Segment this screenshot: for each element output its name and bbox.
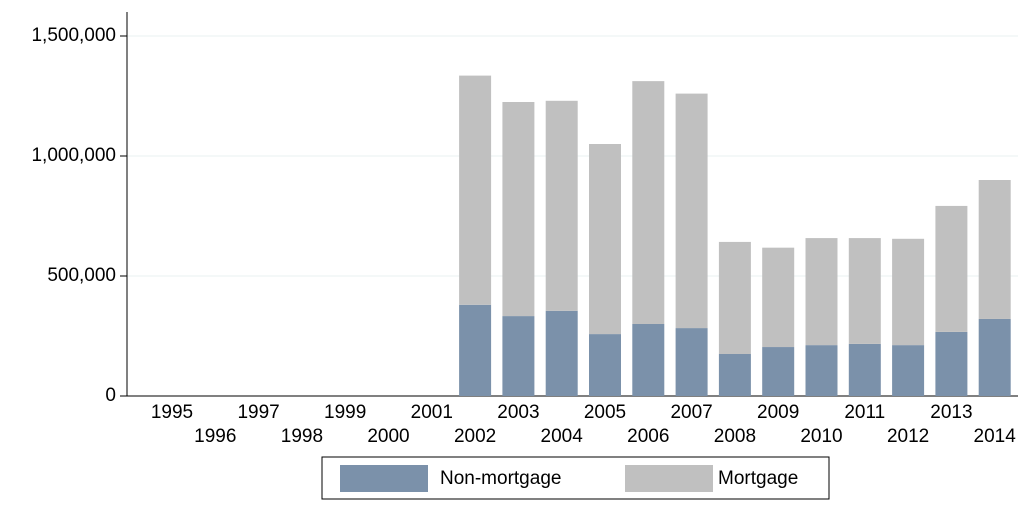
x-tick-label: 2008 xyxy=(714,426,756,447)
x-tick-label: 2010 xyxy=(800,426,842,447)
bar-segment xyxy=(935,331,968,396)
x-tick-label: 2013 xyxy=(930,402,972,423)
bar-segment xyxy=(718,354,751,396)
bar-segment xyxy=(545,310,578,396)
y-tick-label: 1,500,000 xyxy=(31,25,116,46)
bar-segment xyxy=(718,241,751,354)
bar-segment xyxy=(762,347,795,396)
x-tick-label: 2012 xyxy=(887,426,929,447)
bar-segment xyxy=(892,345,925,396)
bar-segment xyxy=(848,238,881,344)
x-tick-label: 1997 xyxy=(237,402,279,423)
x-tick-label: 2011 xyxy=(844,402,885,423)
y-tick-label: 500,000 xyxy=(47,265,116,286)
y-tick-label: 1,000,000 xyxy=(31,145,116,166)
bar-segment xyxy=(502,102,535,317)
bar-segment xyxy=(545,100,578,311)
x-tick-label: 2005 xyxy=(584,402,626,423)
x-tick-label: 1995 xyxy=(151,402,193,423)
bar-segment xyxy=(848,343,881,396)
legend-swatch xyxy=(340,465,428,492)
x-tick-label: 2007 xyxy=(670,402,712,423)
bar-segment xyxy=(632,324,665,396)
bar-segment xyxy=(459,304,492,396)
x-tick-label: 2000 xyxy=(367,426,409,447)
bar-segment xyxy=(589,144,621,335)
x-tick-label: 1998 xyxy=(281,426,323,447)
x-tick-label: 2002 xyxy=(454,426,496,447)
x-tick-label: 2006 xyxy=(627,426,669,447)
legend-swatch xyxy=(625,465,713,492)
bar-segment xyxy=(675,328,708,396)
x-tick-label: 2014 xyxy=(974,426,1017,447)
bar-segment xyxy=(502,316,535,396)
bar-segment xyxy=(762,247,795,348)
bar-segment xyxy=(978,180,1011,319)
bar-segment xyxy=(632,81,665,325)
bar-segment xyxy=(935,205,968,332)
bar-segment xyxy=(805,345,838,396)
bar-segment xyxy=(675,93,708,329)
x-tick-label: 1996 xyxy=(194,426,236,447)
bar-segment xyxy=(805,238,838,346)
bar-segment xyxy=(459,75,492,305)
legend-label: Mortgage xyxy=(718,468,798,489)
bar-segment xyxy=(892,238,925,346)
x-tick-label: 2001 xyxy=(411,402,453,423)
x-tick-label: 2003 xyxy=(497,402,539,423)
x-tick-label: 2009 xyxy=(757,402,799,423)
legend-label: Non-mortgage xyxy=(440,468,561,489)
x-tick-label: 2004 xyxy=(541,426,584,447)
x-tick-label: 1999 xyxy=(324,402,366,423)
bar-segment xyxy=(589,334,621,396)
bar-segment xyxy=(978,318,1011,396)
y-tick-label: 0 xyxy=(105,385,116,406)
